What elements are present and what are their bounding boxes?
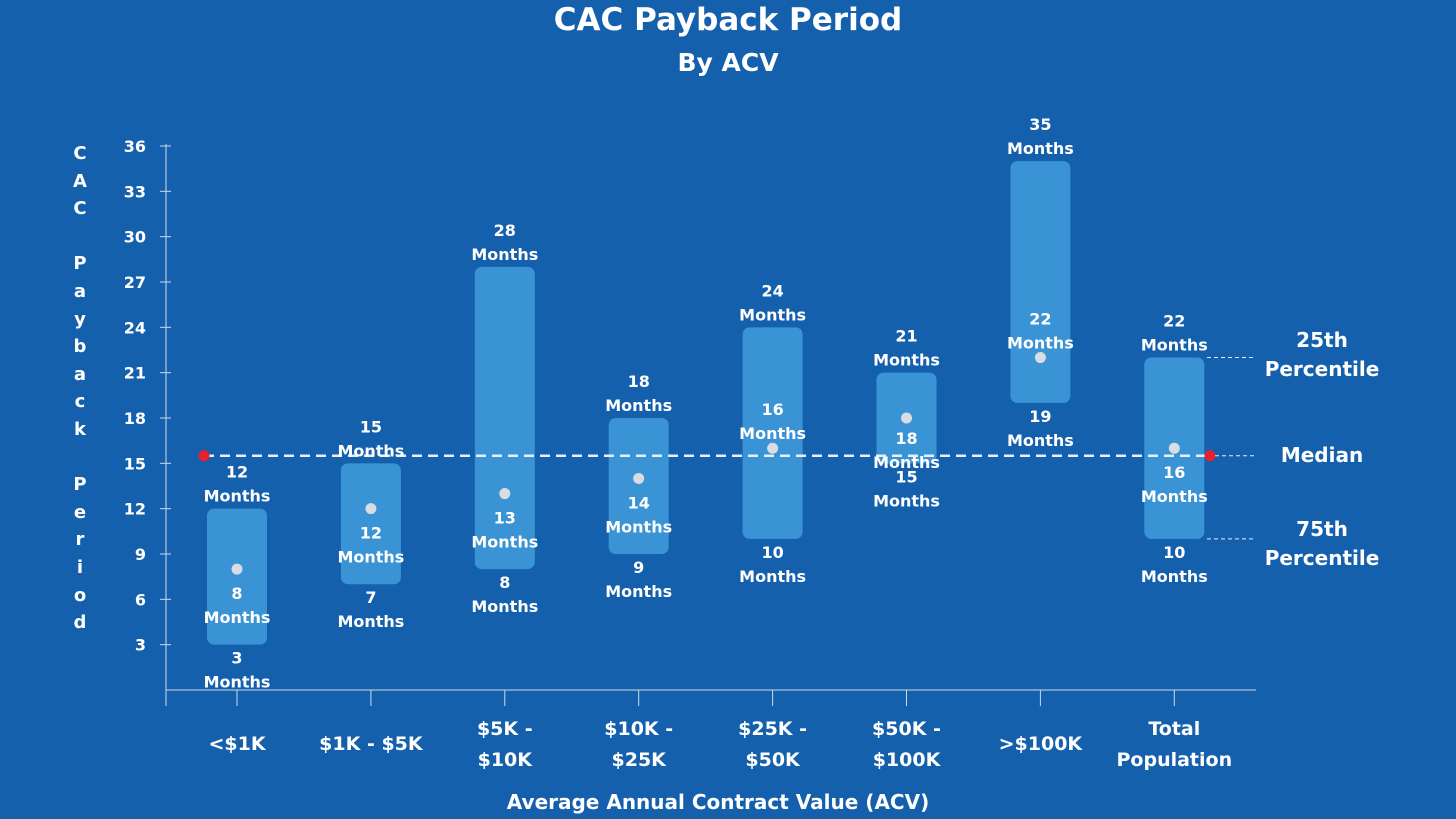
p25-value-label: 15 [360, 417, 382, 436]
p75-value-label: 10 [1163, 543, 1185, 562]
p75-value-label: 15 [895, 467, 917, 486]
chart-title: CAC Payback Period [553, 2, 903, 38]
p25-value-label: Months [204, 487, 271, 506]
range-bar [742, 327, 803, 539]
range-bar [207, 508, 267, 645]
p75-value-label: Months [1141, 567, 1208, 586]
y-tick-label: 18 [124, 409, 146, 428]
y-tick-label: 21 [124, 364, 146, 383]
p75-value-label: Months [204, 673, 271, 692]
median-dot [1168, 442, 1180, 454]
median-value-label: 16 [761, 400, 783, 419]
legend-median: Median [1280, 443, 1364, 467]
median-marker [198, 450, 210, 462]
y-tick-label: 12 [124, 500, 146, 519]
x-tick-label: $10K [478, 749, 534, 771]
x-tick-label: $25K [612, 749, 668, 771]
p75-value-label: 3 [231, 649, 242, 668]
y-axis-label: C A C P a y b a c k P e r i o d [73, 143, 87, 634]
y-tick-label: 3 [135, 636, 146, 655]
p25-value-label: Months [873, 351, 940, 370]
range-bar [1010, 161, 1071, 403]
range-bar [608, 418, 669, 554]
median-value-label: Months [605, 517, 672, 536]
p75-value-label: 7 [365, 588, 376, 607]
p25-value-label: Months [471, 245, 538, 264]
legend-p75: 75th Percentile [1264, 517, 1380, 570]
p75-value-label: 19 [1029, 407, 1051, 426]
x-tick-label: <$1K [208, 733, 266, 755]
p75-value-label: 9 [633, 558, 644, 577]
p25-value-label: Months [605, 396, 672, 415]
y-tick-label: 33 [124, 182, 146, 201]
p75-value-label: Months [873, 491, 940, 510]
range-bar [340, 463, 401, 585]
median-dot [633, 472, 645, 484]
p75-value-label: 10 [761, 543, 783, 562]
p25-value-label: 18 [628, 372, 650, 391]
x-tick-label: $100K [873, 749, 942, 771]
y-tick-label: 30 [124, 228, 146, 247]
median-value-label: Months [1007, 334, 1074, 353]
median-value-label: 22 [1029, 310, 1051, 329]
median-dot [1034, 352, 1046, 364]
median-dot [901, 412, 912, 424]
p25-value-label: 28 [494, 221, 516, 240]
median-value-label: 18 [895, 429, 917, 448]
range-bar [474, 266, 535, 570]
x-tick-label: $1K - $5K [319, 733, 424, 755]
x-tick-label: >$100K [999, 733, 1084, 755]
p75-value-label: 8 [499, 573, 510, 592]
median-value-label: Months [739, 424, 806, 443]
median-value-label: Months [337, 548, 404, 567]
p25-value-label: 35 [1029, 115, 1051, 134]
median-value-label: 12 [360, 524, 382, 543]
p75-value-label: Months [1007, 431, 1074, 450]
x-tick-label: Total [1148, 718, 1200, 740]
p75-value-label: Months [337, 612, 404, 631]
y-tick-label: 15 [124, 454, 146, 473]
y-tick-label: 24 [124, 318, 146, 337]
median-value-label: Months [471, 533, 538, 552]
y-tick-label: 27 [124, 273, 146, 292]
median-value-label: 16 [1163, 463, 1185, 482]
x-tick-label: $5K - [477, 718, 533, 740]
median-value-label: 8 [231, 584, 242, 603]
median-value-label: Months [1141, 487, 1208, 506]
p25-value-label: 22 [1163, 312, 1185, 331]
median-dot [499, 488, 511, 500]
median-value-label: 13 [494, 509, 516, 528]
y-tick-label: 6 [135, 590, 146, 609]
median-dot [231, 563, 243, 575]
x-tick-label: $25K - [738, 718, 807, 740]
x-tick-label: Population [1116, 749, 1232, 771]
p25-value-label: 21 [895, 327, 917, 346]
p25-value-label: 24 [761, 281, 783, 300]
x-tick-label: $50K [745, 749, 801, 771]
y-tick-label: 9 [135, 545, 146, 564]
median-dot [767, 442, 779, 454]
median-value-label: Months [873, 453, 940, 472]
x-tick-label: $10K - [604, 718, 673, 740]
median-marker [1204, 450, 1216, 462]
p25-value-label: Months [1141, 336, 1208, 355]
p25-value-label: 12 [226, 463, 248, 482]
p75-value-label: Months [471, 597, 538, 616]
chart-subtitle: By ACV [677, 48, 779, 77]
p75-value-label: Months [605, 582, 672, 601]
x-axis-label: Average Annual Contract Value (ACV) [506, 790, 930, 814]
x-tick-label: $50K - [872, 718, 941, 740]
p75-value-label: Months [739, 567, 806, 586]
p25-value-label: Months [739, 305, 806, 324]
p25-value-label: Months [1007, 139, 1074, 158]
median-value-label: 14 [628, 493, 650, 512]
p25-value-label: Months [337, 441, 404, 460]
median-value-label: Months [204, 608, 271, 627]
y-tick-label: 36 [124, 137, 146, 156]
median-dot [365, 503, 377, 515]
legend-p25: 25th Percentile [1264, 328, 1380, 381]
